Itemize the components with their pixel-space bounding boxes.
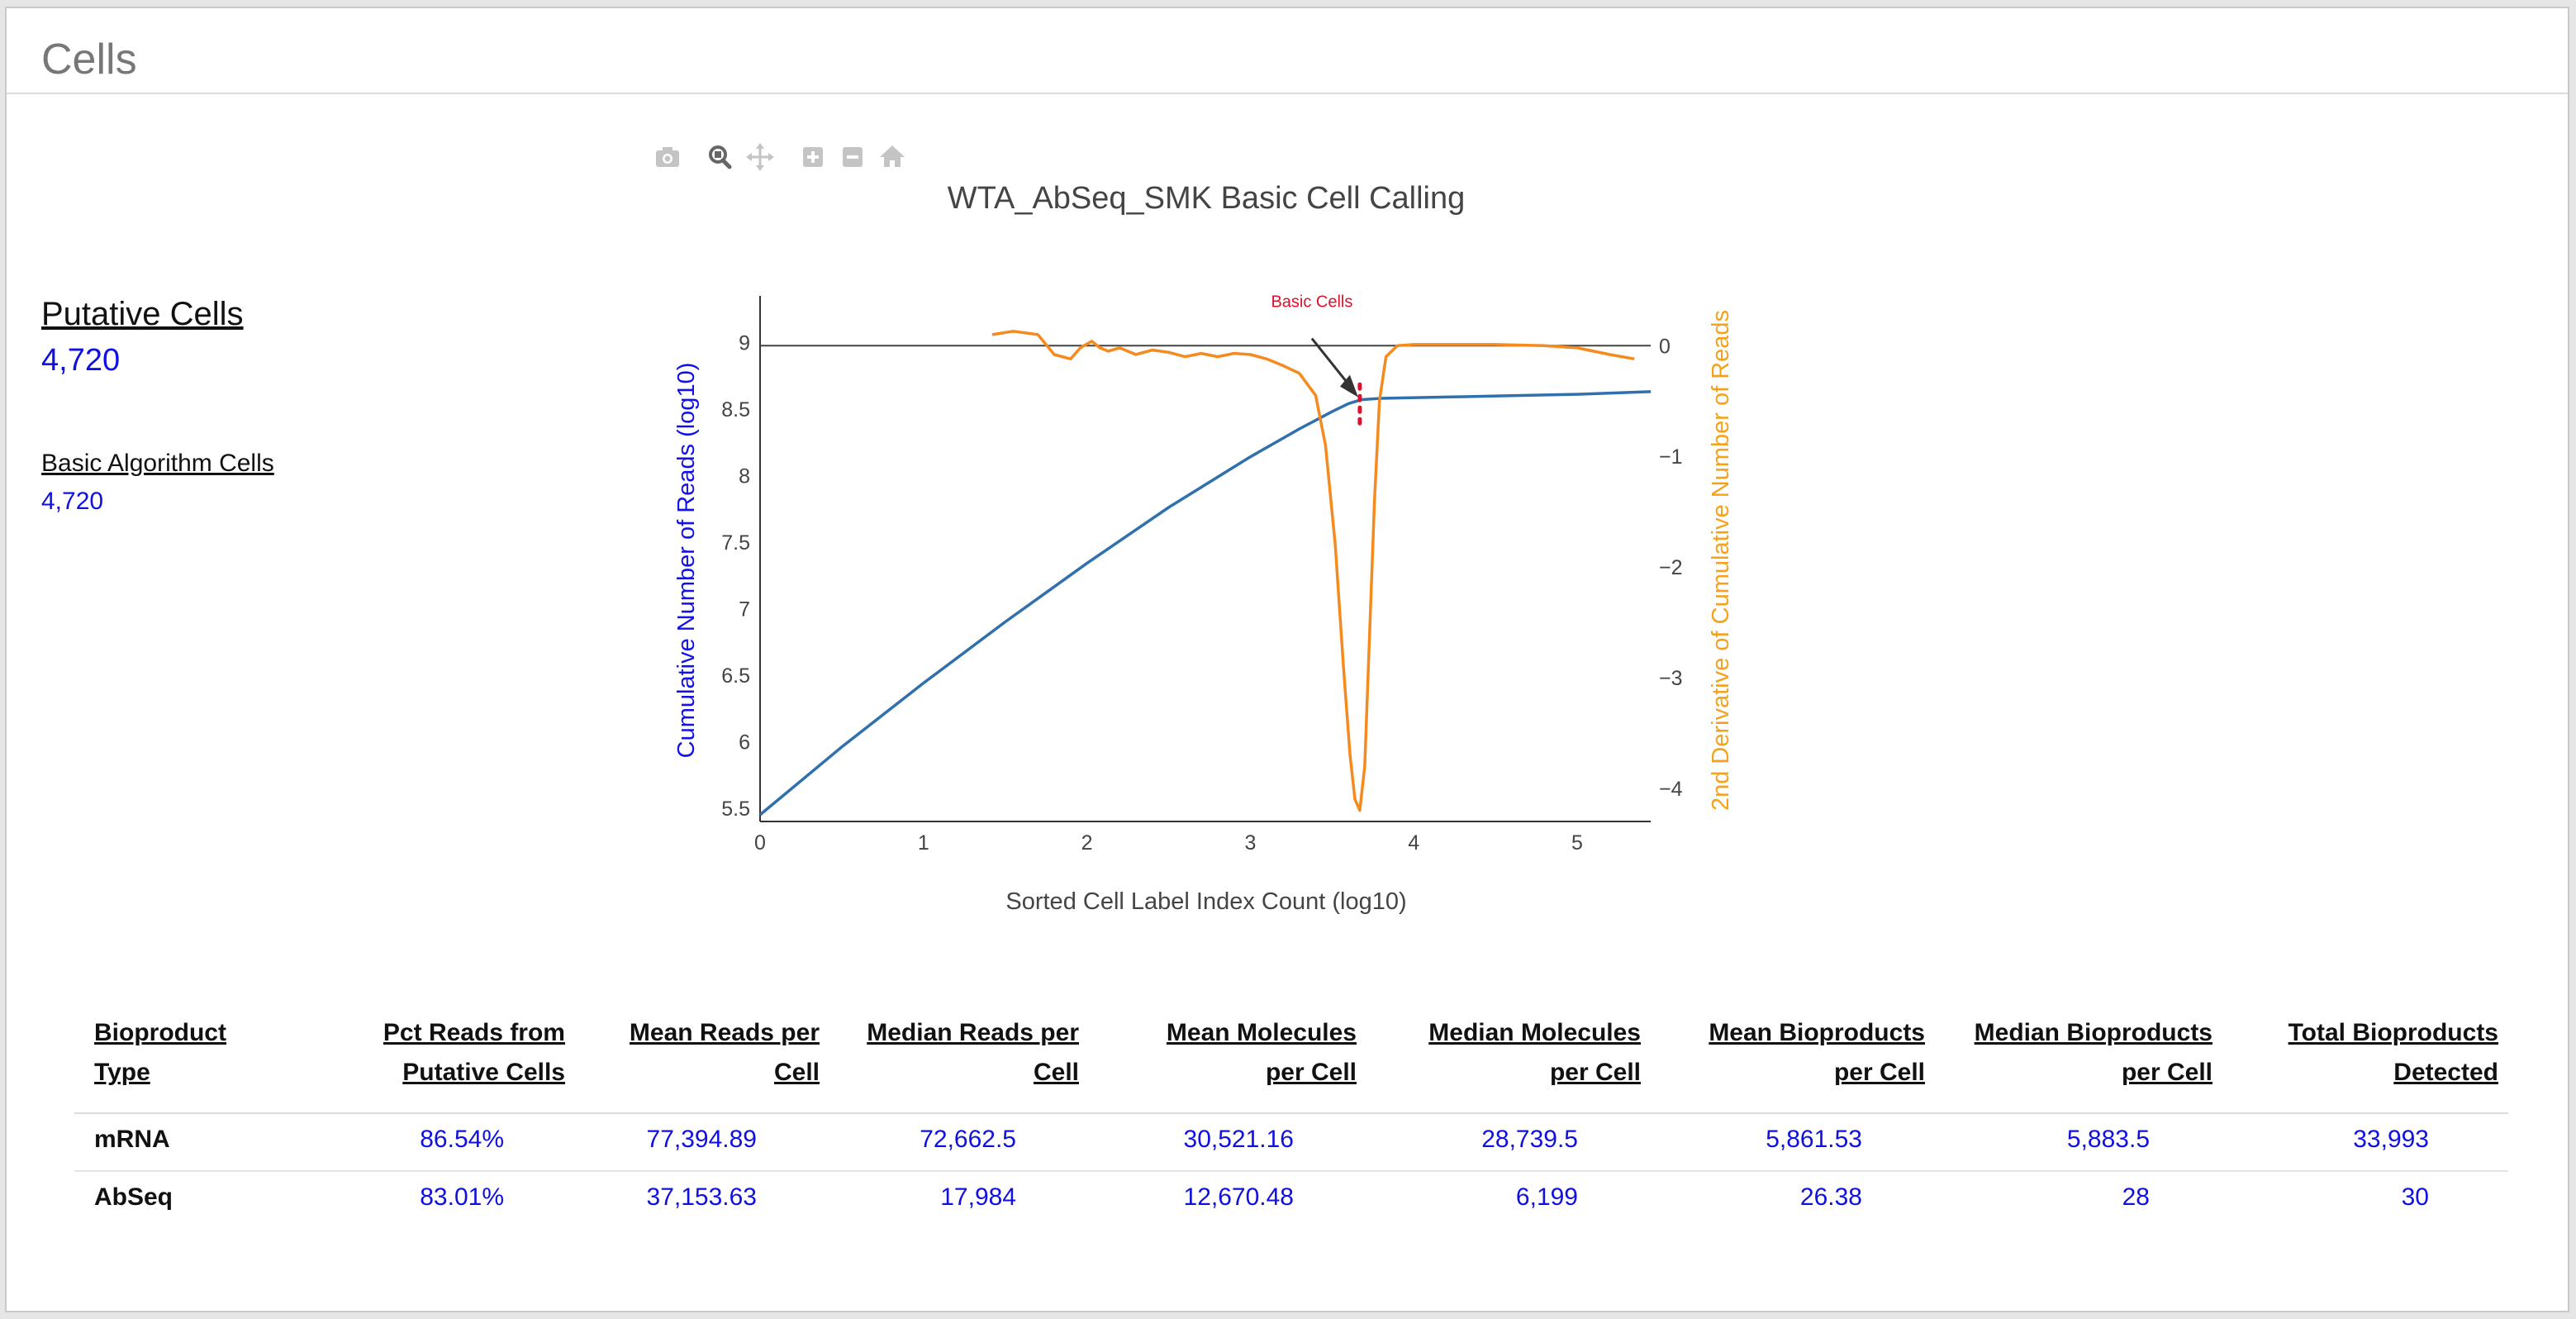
annotation-arrowhead [1339,374,1358,398]
y-tick-label: 6 [739,731,750,754]
x-tick-label: 1 [918,831,929,855]
table-cell: 12,670.48 [1183,1183,1294,1211]
table-cell: 28,739.5 [1481,1126,1578,1153]
y-axis-label: Cumulative Number of Reads (log10) [673,363,700,759]
zoom-icon[interactable] [704,139,737,175]
column-header: Bioproduct Type [94,1019,226,1086]
y2-axis-label: 2nd Derivative of Cumulative Number of R… [1708,310,1734,811]
y2-tick-label: −1 [1659,445,1683,469]
column-header: Median Bioproducts per Cell [1974,1019,2212,1086]
y-tick-label: 7.5 [721,531,750,555]
table-cell: 5,883.5 [2066,1126,2150,1153]
putative-cells-label: Putative Cells [41,296,244,332]
y-tick-label: 6.5 [721,664,750,688]
table-row: mRNA 86.54% 77,394.89 72,662.5 30,521.16 28,7… [74,1114,2508,1172]
table-cell: 33,993 [2353,1126,2429,1153]
row-label: mRNA [94,1126,170,1153]
table-row: AbSeq 83.01% 37,153.63 17,984 12,670.48 6,199… [74,1172,2508,1228]
column-header: Pct Reads from Putative Cells [383,1019,565,1086]
column-header: Mean Reads per Cell [629,1019,820,1086]
pan-icon[interactable] [744,139,777,175]
panel-header: Cells [7,8,2568,94]
column-header: Median Molecules per Cell [1428,1019,1641,1086]
table-cell: 30,521.16 [1183,1126,1294,1153]
column-header: Total Bioproducts Detected [2288,1019,2498,1086]
x-tick-label: 3 [1244,831,1256,855]
table-header: Bioproduct Type Pct Reads from Putative Cel… [74,992,2508,1114]
y-tick-label: 7 [739,598,750,621]
row-label: AbSeq [94,1183,173,1211]
zoom-out-icon[interactable] [836,139,869,175]
table-cell: 6,199 [1515,1183,1578,1211]
home-icon[interactable] [876,139,909,175]
table-cell: 28 [2122,1183,2150,1211]
y-tick-label: 8 [739,464,750,488]
x-tick-label: 5 [1571,831,1583,855]
x-tick-label: 0 [754,831,766,855]
y-tick-label: 9 [739,331,750,355]
annotation-basic-cells: Basic Cells [1271,293,1352,312]
cell-calling-chart: WTA_AbSeq_SMK Basic Cell Calling 0 1 2 3 4 5 5… [673,181,1734,915]
column-header: Mean Molecules per Cell [1166,1019,1357,1086]
table-cell: 83.01% [420,1183,504,1211]
table-cell: 26.38 [1799,1183,1862,1211]
table-cell: 72,662.5 [920,1126,1016,1153]
y2-tick-label: −4 [1659,778,1683,801]
chart-title: WTA_AbSeq_SMK Basic Cell Calling [948,181,1466,216]
column-header: Median Reads per Cell [867,1019,1079,1086]
table-cell: 5,861.53 [1766,1126,1862,1153]
putative-cells-value: 4,720 [41,343,121,378]
panel-title: Cells [41,36,137,83]
y2-tick-label: −2 [1659,556,1683,579]
x-tick-label: 2 [1081,831,1093,855]
y2-tick-label: 0 [1659,335,1671,358]
annotation-arrow-shaft [1310,337,1353,389]
table-cell: 17,984 [940,1183,1016,1211]
metrics-table: Bioproduct Type Pct Reads from Putative Cel… [74,992,2508,1228]
x-axis-label: Sorted Cell Label Index Count (log10) [1005,888,1406,915]
column-header: Mean Bioproducts per Cell [1709,1019,1925,1086]
zoom-in-icon[interactable] [796,139,829,175]
y-tick-label: 5.5 [721,798,750,821]
derivative-line [991,330,1635,812]
y-tick-label: 8.5 [721,398,750,421]
cumulative-reads-line [758,390,1652,817]
camera-icon[interactable] [651,139,684,175]
table-cell: 37,153.63 [646,1183,757,1211]
basic-algorithm-cells-value: 4,720 [41,488,104,515]
table-cell: 77,394.89 [646,1126,757,1153]
cells-panel: Cells Putative Cells 4,720 Basic Algorit… [5,7,2569,1312]
basic-algorithm-cells-label: Basic Algorithm Cells [41,450,274,477]
x-tick-label: 4 [1408,831,1419,855]
table-cell: 86.54% [420,1126,504,1153]
y2-tick-label: −3 [1659,667,1683,690]
table-cell: 30 [2401,1183,2429,1211]
